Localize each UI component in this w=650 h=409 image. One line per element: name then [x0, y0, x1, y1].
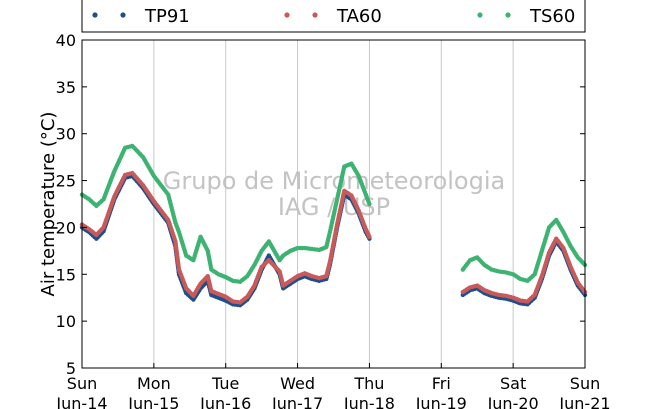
x-tick-day-label: Sat	[500, 374, 526, 393]
x-tick-day-label: Sun	[67, 374, 97, 393]
x-tick-date-label: Jun-17	[271, 394, 323, 409]
legend-item-ts60: TS60	[477, 6, 575, 27]
legend-marker	[505, 12, 511, 18]
x-axis: SunJun-14MonJun-15TueJun-16WedJun-17ThuJ…	[55, 363, 611, 409]
x-tick-date-label: Jun-18	[343, 394, 395, 409]
legend-marker	[312, 12, 318, 18]
legend: TP91 TA60 TS60	[81, 0, 586, 33]
legend-marker	[120, 12, 126, 18]
plot-frame	[81, 39, 586, 369]
x-tick-day-label: Sun	[570, 374, 600, 393]
x-tick-date-label: Jun-21	[558, 394, 610, 409]
x-tick-date-label: Jun-15	[127, 394, 179, 409]
legend-item-tp91: TP91	[92, 6, 190, 27]
data-points	[79, 143, 588, 308]
legend-marker	[284, 12, 290, 18]
legend-label: TP91	[144, 6, 190, 27]
legend-label: TS60	[529, 6, 575, 27]
series-ts60	[79, 143, 588, 284]
y-axis-label: Air temperature (°C)	[38, 112, 59, 297]
y-axis: 5 10 15 20 25 30 35 40	[56, 31, 585, 378]
y-tick-label: 30	[56, 125, 76, 144]
data-point	[367, 201, 372, 207]
y-tick-label: 25	[56, 172, 76, 191]
watermark-line-1: Grupo de Micrometeorologia	[163, 167, 505, 195]
y-tick-label: 35	[56, 78, 76, 97]
x-tick-day-label: Mon	[137, 374, 171, 393]
x-tick-date-label: Jun-16	[199, 394, 251, 409]
data-point	[367, 234, 372, 239]
x-tick-day-label: Wed	[280, 374, 315, 393]
legend-marker	[92, 12, 98, 18]
legend-frame	[81, 0, 586, 33]
y-tick-label: 20	[56, 218, 76, 237]
y-tick-label: 10	[56, 312, 76, 331]
watermark: Grupo de Micrometeorologia IAG / USP	[163, 167, 505, 221]
legend-marker	[477, 12, 483, 18]
x-tick-day-label: Tue	[211, 374, 239, 393]
x-tick-day-label: Fri	[432, 374, 451, 393]
legend-item-ta60: TA60	[284, 6, 382, 27]
y-tick-label: 15	[56, 265, 76, 284]
x-tick-date-label: Jun-14	[55, 394, 107, 409]
x-tick-date-label: Jun-20	[487, 394, 539, 409]
x-tick-date-label: Jun-19	[415, 394, 467, 409]
legend-label: TA60	[336, 6, 382, 27]
series-ta60	[79, 170, 588, 305]
y-tick-label: 40	[56, 31, 76, 50]
grid	[153, 40, 514, 368]
y-tick-label: 5	[66, 359, 76, 378]
x-tick-day-label: Thu	[353, 374, 384, 393]
